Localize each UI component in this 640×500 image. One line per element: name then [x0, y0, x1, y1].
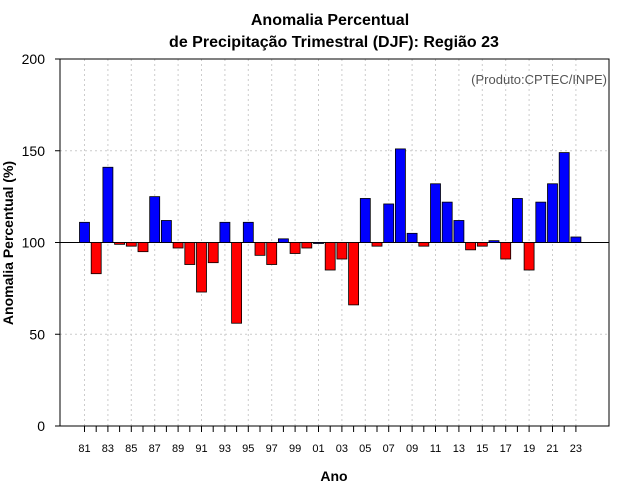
x-tick-label: 17 [500, 443, 512, 455]
x-tick-label: 89 [172, 443, 184, 455]
bar-08 [394, 148, 406, 243]
bar-95 [242, 221, 254, 243]
bar-92 [207, 242, 219, 264]
bar-18 [512, 198, 523, 243]
bar-07 [383, 203, 395, 243]
x-tick-label: 99 [289, 443, 301, 455]
y-tick-label: 50 [29, 326, 45, 342]
x-axis: 81 83 85 87 89 91 93 95 97 99 01 03 05 07 09 11 13 15 17 19… [78, 426, 582, 455]
y-axis-label: Anomalia Percentual (%) [0, 161, 16, 325]
bar-97 [266, 242, 278, 265]
bar-87 [149, 196, 161, 243]
x-tick-label: 03 [336, 443, 348, 455]
grid [60, 59, 609, 426]
bar-93 [219, 221, 231, 243]
bar-90 [184, 242, 196, 265]
bar-04 [348, 242, 360, 306]
bar-17 [500, 242, 512, 260]
x-tick-label: 97 [266, 443, 278, 455]
bar-82 [90, 242, 102, 275]
bar-89 [172, 242, 184, 249]
bar-03 [336, 242, 348, 260]
x-tick-label: 21 [546, 443, 558, 455]
y-tick-label: 0 [37, 418, 45, 434]
x-tick-label: 05 [359, 443, 371, 455]
x-tick-label: 83 [102, 443, 114, 455]
bar-23 [570, 236, 582, 243]
chart-title-line1: Anomalia Percentual [251, 12, 409, 29]
y-tick-label: 100 [22, 235, 46, 251]
x-tick-label: 09 [406, 443, 418, 455]
bar-15 [476, 242, 488, 247]
bar-12 [441, 201, 453, 243]
credit-text: (Produto:CPTEC/INPE) [471, 72, 607, 87]
bar-21 [547, 183, 558, 243]
x-tick-label: 11 [430, 443, 441, 455]
bar-14 [465, 242, 477, 251]
bar-09 [406, 232, 418, 243]
bar-88 [160, 220, 172, 243]
bar-02 [324, 242, 336, 271]
bar-22 [558, 152, 570, 243]
bar-16 [488, 240, 500, 243]
bar-19 [523, 242, 535, 271]
x-tick-label: 81 [78, 443, 90, 455]
bar-81 [79, 221, 90, 243]
bar-06 [371, 242, 383, 247]
bar-10 [418, 242, 430, 247]
x-tick-label: 01 [312, 443, 324, 455]
x-tick-label: 23 [570, 443, 582, 455]
chart-title-line2: de Precipitação Trimestral (DJF): Região… [169, 34, 499, 51]
x-axis-label: Ano [320, 468, 347, 484]
bar-96 [254, 242, 266, 256]
x-tick-label: 19 [523, 443, 535, 455]
bars [79, 148, 582, 324]
y-tick-label: 200 [22, 51, 46, 67]
bar-98 [277, 238, 289, 243]
bar-86 [137, 242, 149, 253]
x-tick-label: 95 [242, 443, 254, 455]
bar-99 [289, 242, 301, 254]
bar-13 [453, 220, 465, 243]
bar-94 [231, 242, 243, 324]
x-tick-label: 87 [149, 443, 161, 455]
x-tick-label: 91 [195, 443, 207, 455]
bar-91 [196, 242, 207, 293]
y-axis: 0 50 100 150 200 [22, 51, 60, 434]
x-tick-label: 13 [453, 443, 465, 455]
x-tick-label: 85 [125, 443, 137, 455]
bar-01 [313, 242, 324, 244]
bar-20 [535, 201, 547, 243]
x-tick-label: 07 [383, 443, 395, 455]
bar-05 [359, 198, 371, 243]
y-tick-label: 150 [22, 143, 46, 159]
bar-83 [102, 166, 114, 243]
bar-00 [301, 242, 313, 249]
bar-85 [125, 242, 137, 247]
x-tick-label: 15 [476, 443, 488, 455]
bar-84 [114, 242, 125, 245]
x-tick-label: 93 [219, 443, 231, 455]
bar-11 [430, 183, 441, 243]
